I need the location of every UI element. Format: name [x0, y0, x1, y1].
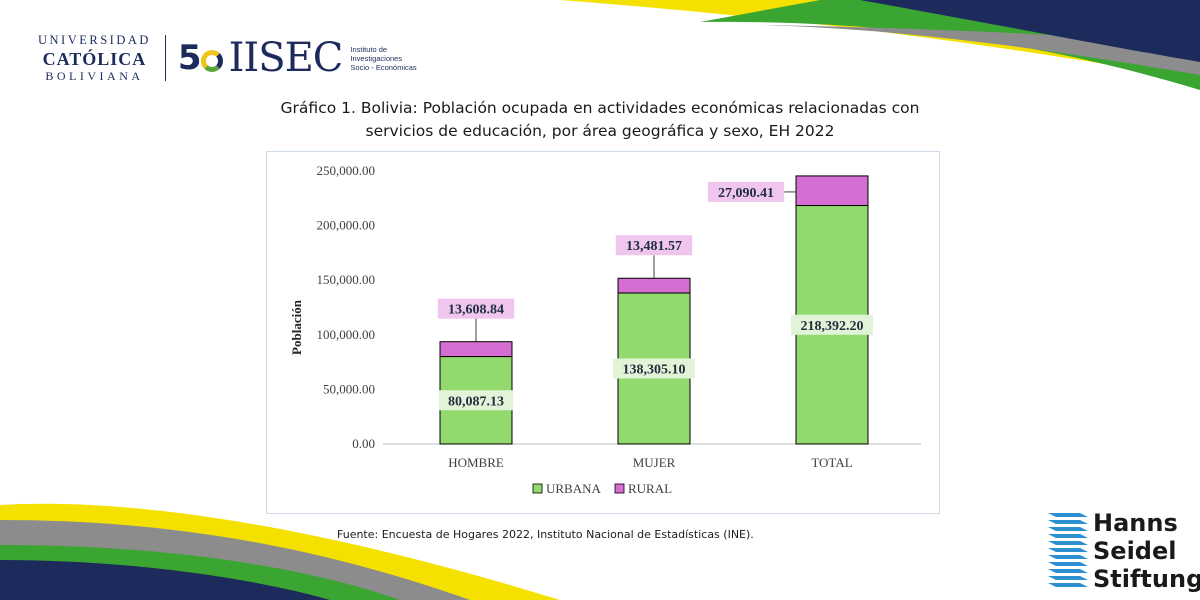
hss-stripe	[1048, 527, 1088, 531]
chart-title-line2: servicios de educación, por área geográf…	[365, 122, 835, 140]
hss-stripe	[1048, 576, 1088, 580]
source-note: Fuente: Encuesta de Hogares 2022, Instit…	[337, 528, 754, 541]
legend-swatch-urbana	[532, 483, 543, 494]
iisec-sub-line: Socio - Económicas	[350, 62, 417, 72]
bar-rural-mujer	[617, 277, 691, 294]
ucb-logo: UNIVERSIDAD CATÓLICA BOLIVIANA	[38, 34, 151, 82]
ucb-line3: BOLIVIANA	[45, 68, 144, 83]
data-label-rural: 13,481.57	[626, 239, 682, 254]
hss-stripe	[1048, 513, 1088, 517]
iisec-sub-line: Investigaciones	[350, 53, 403, 63]
hss-stripe	[1048, 548, 1088, 552]
iisec-sub-line: Instituto de	[350, 44, 388, 54]
logo-divider	[164, 35, 166, 81]
data-label-bg-rural	[437, 298, 515, 319]
hss-stripe	[1048, 583, 1088, 587]
y-tick-label: 0.00	[352, 436, 375, 451]
bar-rural-hombre	[439, 341, 513, 358]
data-label-rural: 27,090.41	[718, 186, 774, 201]
x-tick-label: MUJER	[633, 455, 676, 470]
y-tick-label: 250,000.00	[317, 163, 376, 178]
y-tick-label: 100,000.00	[317, 327, 376, 342]
hss-logo-text: Hanns Seidel Stiftung	[1093, 509, 1200, 593]
legend-label-urbana: URBANA	[546, 481, 602, 496]
data-label-urbana: 80,087.13	[448, 394, 504, 409]
y-tick-label: 50,000.00	[323, 381, 375, 396]
hss-line: Seidel	[1093, 537, 1177, 565]
hss-stripe	[1048, 562, 1088, 566]
ucb-line2: CATÓLICA	[42, 48, 147, 69]
hss-stripe	[1048, 569, 1088, 573]
header-logos: UNIVERSIDAD CATÓLICA BOLIVIANA 5 IISEC I…	[38, 32, 417, 84]
hss-line: Stiftung	[1093, 565, 1200, 593]
hss-line: Hanns	[1093, 509, 1178, 537]
x-tick-label: HOMBRE	[448, 455, 504, 470]
x-tick-label: TOTAL	[811, 455, 852, 470]
y-tick-label: 150,000.00	[317, 272, 376, 287]
hss-logo-mark	[1048, 513, 1088, 587]
chart-title: Gráfico 1. Bolivia: Población ocupada en…	[200, 97, 1000, 143]
hss-stripe	[1048, 520, 1088, 524]
chart-frame: 0.00 50,000.00 100,000.00 150,000.00 200,000…	[266, 151, 940, 514]
fifty-zero-ring	[200, 50, 223, 72]
iisec-logo-text: IISEC	[228, 35, 344, 81]
legend-label-rural: RURAL	[628, 481, 672, 496]
data-label-bg-urbana	[613, 358, 695, 379]
data-label-bg-urbana	[791, 314, 873, 335]
stacked-bar-chart: 0.00 50,000.00 100,000.00 150,000.00 200,000…	[289, 163, 921, 496]
chart-title-line1: Gráfico 1. Bolivia: Población ocupada en…	[280, 99, 920, 117]
data-label-urbana: 218,392.20	[801, 319, 864, 334]
hss-stripe	[1048, 534, 1088, 538]
data-label-bg-rural	[707, 181, 785, 202]
data-label-bg-rural	[615, 235, 693, 256]
data-label-urbana: 138,305.10	[623, 362, 686, 377]
fifty-digit: 5	[177, 38, 202, 78]
y-axis-title: Población	[289, 299, 304, 355]
legend-swatch-rural	[614, 483, 625, 494]
iisec-subtitle: Instituto de Investigaciones Socio - Eco…	[350, 45, 416, 72]
data-label-bg-urbana	[438, 390, 514, 411]
hss-stripe	[1048, 555, 1088, 559]
y-tick-label: 200,000.00	[317, 218, 376, 233]
hss-stripe	[1048, 541, 1088, 545]
data-label-rural: 13,608.84	[448, 303, 504, 318]
ucb-line1: UNIVERSIDAD	[38, 33, 151, 48]
bar-rural-total	[795, 175, 869, 207]
fifty-years-logo: 5	[178, 38, 223, 78]
